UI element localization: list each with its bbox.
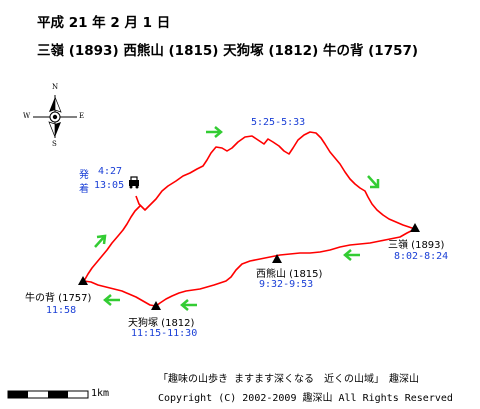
footer-caption: 「趣味の山歩き ますます深くなる 近くの山域」 趣深山	[158, 374, 420, 385]
waypoint-sanrei-name: 三嶺 (1893)	[388, 240, 445, 251]
footer-copyright: Copyright (C) 2002-2009 趣深山 All Rights R…	[158, 393, 453, 404]
waypoint-tengu-time: 11:15-11:30	[131, 328, 198, 339]
peak-marker-icon	[410, 223, 420, 232]
hiking-route-line	[83, 131, 416, 307]
direction-arrow-icon	[180, 299, 197, 311]
date-title: 平成 21 年 2 月 1 日	[37, 15, 171, 31]
waypoint-sanrei-time: 8:02-8:24	[394, 251, 449, 262]
scale-label: 1km	[91, 388, 110, 399]
compass-north-label: N	[52, 83, 59, 91]
peak-marker-icon	[151, 301, 161, 310]
waypoint-nishikuma-time: 9:32-9:53	[259, 279, 314, 290]
scale-bar	[7, 390, 89, 399]
waypoint-1-time: 5:25-5:33	[251, 117, 306, 128]
arrive-time: 13:05	[94, 180, 125, 191]
direction-arrow-icon	[103, 294, 120, 306]
direction-arrow-icon	[94, 234, 107, 248]
compass-south-label: S	[52, 140, 57, 148]
peak-marker-icon	[78, 276, 88, 285]
compass-rose-icon	[33, 95, 77, 138]
compass-east-label: E	[79, 112, 85, 120]
waypoint-tengu-name: 天狗塚 (1812)	[128, 318, 195, 329]
peak-marker-icon	[272, 254, 282, 263]
direction-arrow-icon	[206, 126, 223, 138]
waypoint-nishikuma-name: 西熊山 (1815)	[256, 269, 323, 280]
depart-label: 発	[79, 170, 89, 181]
compass-west-label: W	[23, 112, 31, 120]
waypoint-ushinose-time: 11:58	[46, 305, 77, 316]
direction-arrow-icon	[367, 175, 380, 189]
depart-time: 4:27	[98, 166, 123, 177]
waypoint-ushinose-name: 牛の背 (1757)	[25, 293, 92, 304]
arrive-label: 着	[79, 184, 89, 195]
car-icon	[129, 176, 139, 189]
direction-arrow-icon	[343, 249, 360, 261]
route-title: 三嶺 (1893) 西熊山 (1815) 天狗塚 (1812) 牛の背 (175…	[37, 43, 419, 59]
